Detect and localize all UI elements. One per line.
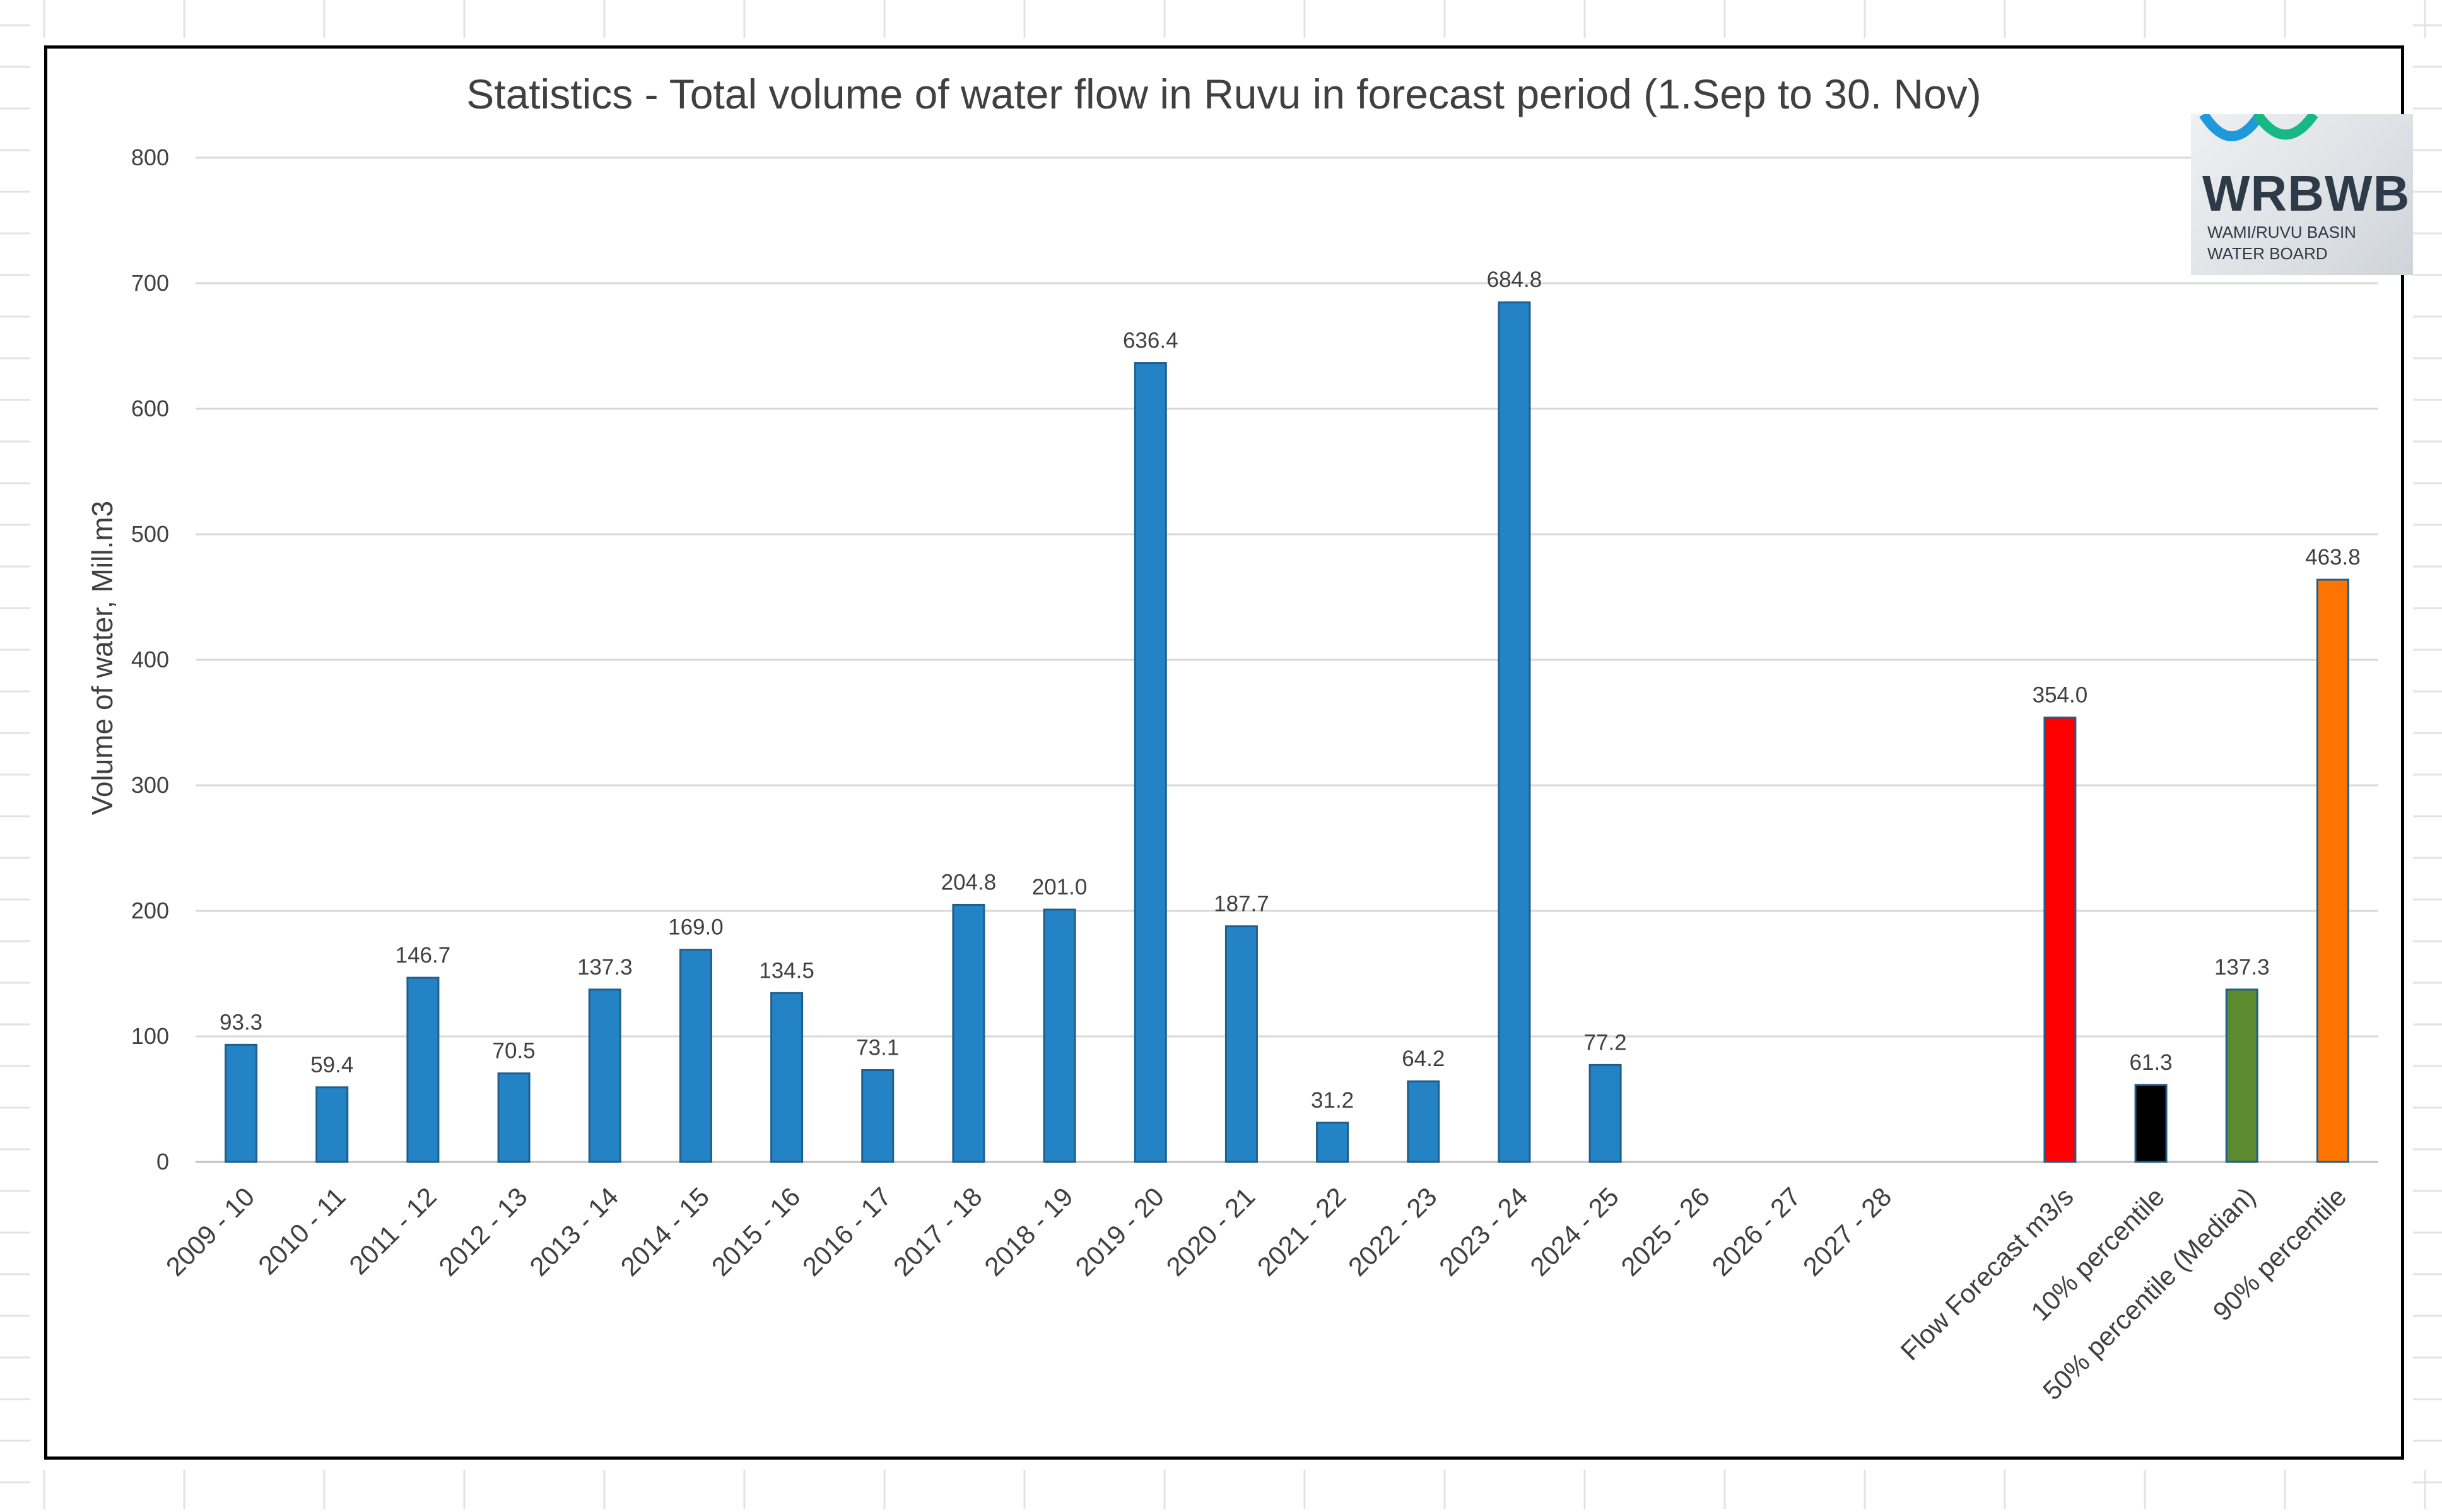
data-label: 64.2 [1402, 1046, 1445, 1071]
y-tick-label: 500 [131, 521, 169, 547]
bar [2316, 578, 2349, 1163]
bar [588, 988, 621, 1163]
x-tick-label: 2010 - 11 [252, 1181, 351, 1281]
data-label: 73.1 [856, 1036, 899, 1060]
logo-wordmark: WRBWB [2202, 165, 2410, 221]
x-tick-label: 2013 - 14 [524, 1181, 624, 1282]
bar [2134, 1084, 2168, 1163]
y-tick-label: 700 [131, 270, 169, 296]
logo-waves-icon [2199, 114, 2318, 141]
x-tick-label: 2027 - 28 [1797, 1181, 1898, 1282]
bar [1407, 1080, 1440, 1163]
x-tick-label: 2016 - 17 [797, 1181, 897, 1282]
y-tick-label: 300 [131, 772, 169, 798]
data-label: 70.5 [493, 1039, 536, 1064]
y-tick-label: 400 [131, 647, 169, 672]
bar [2043, 717, 2077, 1163]
x-tick-label: 2009 - 10 [160, 1181, 261, 1282]
bar [497, 1072, 531, 1163]
data-label: 684.8 [1487, 267, 1542, 292]
y-tick-label: 200 [131, 898, 169, 923]
data-label: 134.5 [759, 958, 814, 983]
logo-green-wave [2253, 114, 2318, 140]
bar [679, 949, 712, 1163]
y-axis-label: Volume of water, Mill.m3 [86, 501, 119, 816]
chart-title: Statistics - Total volume of water flow … [466, 71, 1981, 117]
data-label: 59.4 [310, 1053, 353, 1077]
x-tick-label: 2012 - 13 [433, 1181, 533, 1282]
bar [1316, 1122, 1349, 1163]
logo-subtitle-line1: WAMI/RUVU BASIN [2207, 223, 2356, 242]
bar [1498, 301, 1531, 1163]
bar-chart: 0 100 200 300 400 500 600 700 800 Statistics - To… [86, 71, 2378, 1405]
logo-subtitle-line2: WATER BOARD [2207, 244, 2328, 263]
x-tick-label: 2020 - 21 [1161, 1181, 1261, 1282]
data-label: 93.3 [220, 1010, 262, 1034]
bar [1588, 1064, 1622, 1163]
data-label: 137.3 [577, 955, 633, 980]
bar [1043, 908, 1076, 1163]
x-tick-label: 2021 - 22 [1252, 1181, 1352, 1282]
data-label: 169.0 [668, 915, 724, 940]
x-tick-label: 2026 - 27 [1706, 1181, 1807, 1282]
x-tick-label: 2017 - 18 [888, 1181, 988, 1282]
data-label: 354.0 [2033, 683, 2088, 708]
x-tick-label: 2022 - 23 [1342, 1181, 1443, 1282]
data-label: 77.2 [1584, 1030, 1627, 1055]
logo-blue-wave [2199, 114, 2265, 141]
data-label: 137.3 [2214, 955, 2270, 980]
x-tick-label: 2011 - 12 [343, 1181, 442, 1281]
data-label: 636.4 [1123, 329, 1178, 353]
y-tick-label: 600 [131, 396, 169, 421]
data-label: 463.8 [2305, 545, 2361, 570]
data-label: 204.8 [941, 870, 997, 894]
bar [225, 1043, 258, 1163]
bar [1134, 362, 1167, 1163]
y-tick-label: 100 [131, 1023, 169, 1049]
bar [315, 1086, 349, 1163]
data-label: 187.7 [1214, 891, 1269, 916]
x-tick-label: 2023 - 24 [1433, 1181, 1534, 1282]
x-tick-label: 2015 - 16 [706, 1181, 806, 1282]
wrbwb-logo: WRBWB WAMI/RUVU BASIN WATER BOARD [2191, 114, 2413, 275]
bar [770, 992, 804, 1163]
x-tick-label: 2014 - 15 [615, 1181, 715, 1282]
y-tick-label: 0 [156, 1149, 169, 1175]
data-label: 201.0 [1032, 875, 1088, 900]
y-tick-label: 800 [131, 144, 169, 170]
bar [952, 903, 985, 1163]
x-tick-label: 2018 - 19 [978, 1181, 1079, 1282]
chart-frame[interactable]: 0 100 200 300 400 500 600 700 800 Statistics - To… [44, 45, 2413, 1460]
bar [861, 1069, 895, 1163]
x-tick-label: 2019 - 20 [1069, 1181, 1170, 1282]
bar [1224, 925, 1258, 1163]
x-tick-label: 2025 - 26 [1615, 1181, 1715, 1282]
x-tick-label: Flow Forecast m3/s [1894, 1181, 2079, 1366]
data-label: 146.7 [396, 943, 451, 968]
x-tick-label: 2024 - 25 [1524, 1181, 1624, 1282]
bar [2225, 988, 2258, 1163]
bar [406, 976, 440, 1163]
data-label: 31.2 [1311, 1088, 1354, 1113]
data-label: 61.3 [2130, 1050, 2173, 1075]
